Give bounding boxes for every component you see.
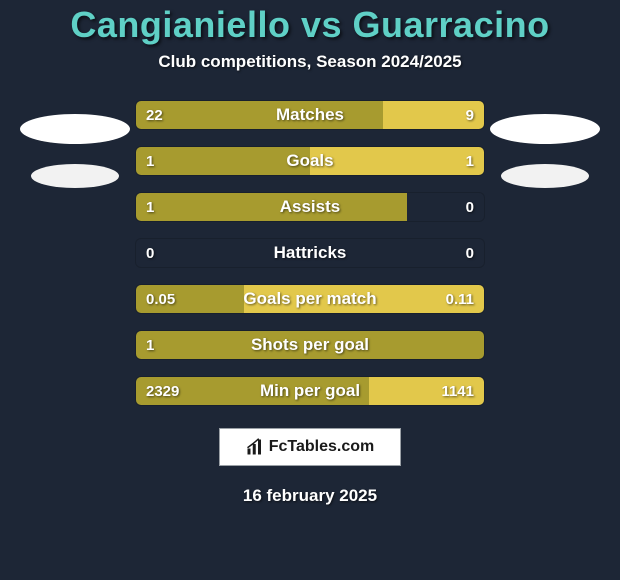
player1-ellipse-small xyxy=(31,164,119,188)
stat-row: Goals11 xyxy=(135,146,485,176)
fill-left xyxy=(136,331,484,359)
player1-name: Cangianiello xyxy=(70,4,290,45)
right-ellipse-col xyxy=(485,100,605,188)
fill-left xyxy=(136,285,244,313)
stat-label: Hattricks xyxy=(136,243,484,263)
stat-bars: Matches229Goals11Assists10Hattricks00Goa… xyxy=(135,100,485,406)
vs-word: vs xyxy=(301,4,342,45)
bars-icon xyxy=(246,438,264,456)
player1-ellipse-big xyxy=(20,114,130,144)
player2-name: Guarracino xyxy=(353,4,550,45)
stat-row: Matches229 xyxy=(135,100,485,130)
stat-value-left: 0 xyxy=(146,245,154,262)
left-ellipse-col xyxy=(15,100,135,188)
stat-value-right: 0 xyxy=(466,245,474,262)
fill-right xyxy=(310,147,484,175)
stat-row: Shots per goal1 xyxy=(135,330,485,360)
logo-text: FcTables.com xyxy=(269,438,375,456)
stat-row: Goals per match0.050.11 xyxy=(135,284,485,314)
stat-row: Assists10 xyxy=(135,192,485,222)
fctables-logo[interactable]: FcTables.com xyxy=(219,428,401,466)
mid-section: Matches229Goals11Assists10Hattricks00Goa… xyxy=(0,100,620,406)
content-wrapper: Cangianiello vs Guarracino Club competit… xyxy=(0,0,620,580)
fill-right xyxy=(244,285,484,313)
fill-left xyxy=(136,101,383,129)
fill-left xyxy=(136,147,310,175)
stat-row: Min per goal23291141 xyxy=(135,376,485,406)
page-title: Cangianiello vs Guarracino xyxy=(70,4,549,46)
date: 16 february 2025 xyxy=(243,486,377,506)
fill-right xyxy=(383,101,484,129)
fill-right xyxy=(369,377,484,405)
subtitle: Club competitions, Season 2024/2025 xyxy=(158,52,461,72)
stat-value-right: 0 xyxy=(466,199,474,216)
player2-ellipse-big xyxy=(490,114,600,144)
fill-left xyxy=(136,377,369,405)
stat-row: Hattricks0 0 xyxy=(135,238,485,268)
player2-ellipse-small xyxy=(501,164,589,188)
fill-left xyxy=(136,193,407,221)
